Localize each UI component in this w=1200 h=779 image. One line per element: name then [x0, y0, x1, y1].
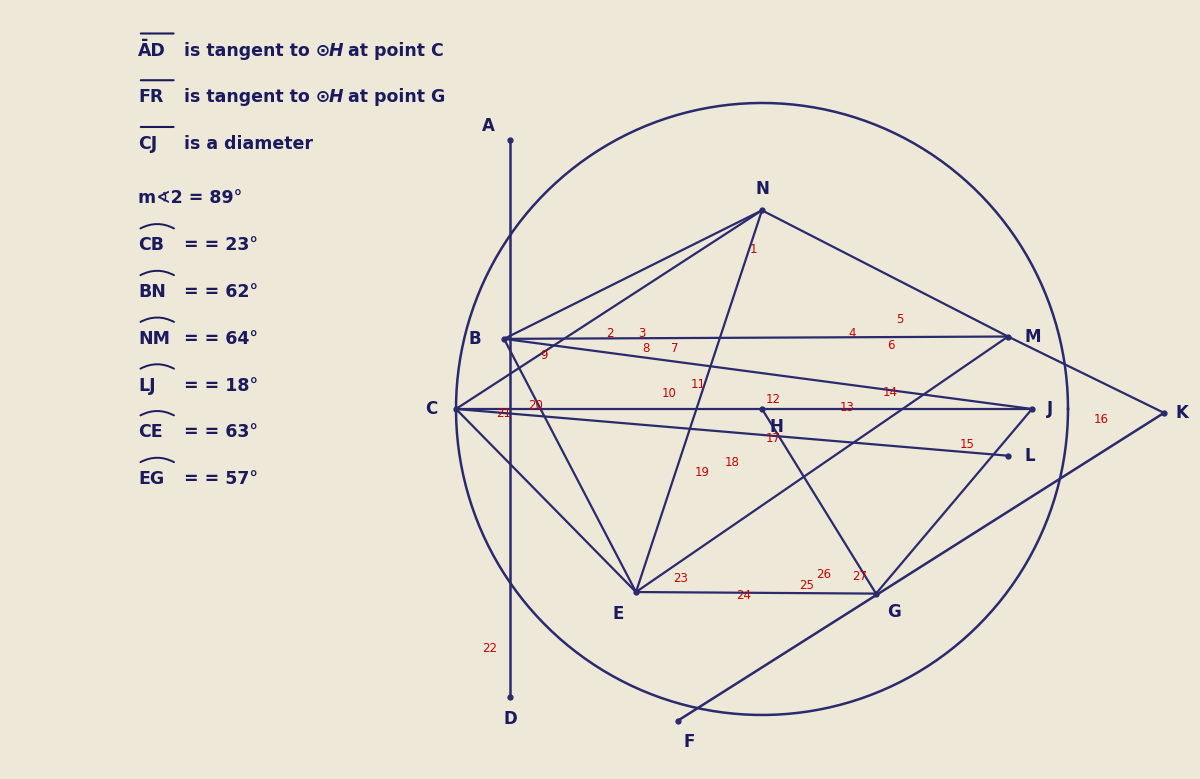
Text: CJ: CJ [138, 135, 157, 153]
Text: LJ: LJ [138, 376, 156, 395]
Text: BN: BN [138, 283, 166, 301]
Text: 2: 2 [606, 327, 613, 340]
Text: at point C: at point C [342, 41, 444, 60]
Text: 10: 10 [662, 387, 677, 400]
Text: = = 18°: = = 18° [178, 376, 258, 395]
Text: 24: 24 [737, 590, 751, 602]
Text: ĀD: ĀD [138, 41, 166, 60]
Text: 8: 8 [642, 342, 649, 354]
Text: B: B [469, 330, 481, 348]
Text: m∢2 = 89°: m∢2 = 89° [138, 189, 242, 208]
Text: = = 64°: = = 64° [178, 330, 258, 348]
Text: L: L [1025, 446, 1034, 465]
Text: E: E [612, 605, 624, 622]
Text: 7: 7 [671, 342, 678, 354]
Text: 9: 9 [540, 349, 547, 361]
Text: = = 62°: = = 62° [178, 283, 258, 301]
Text: 17: 17 [766, 432, 780, 445]
Text: A: A [482, 117, 494, 135]
Text: = = 63°: = = 63° [178, 423, 258, 442]
Text: 14: 14 [883, 386, 898, 399]
Text: 16: 16 [1094, 413, 1109, 425]
Text: 6: 6 [887, 340, 894, 352]
Text: 27: 27 [852, 570, 866, 583]
Text: C: C [425, 400, 437, 418]
Text: 4: 4 [848, 327, 856, 340]
Text: 26: 26 [816, 568, 830, 580]
Text: 19: 19 [695, 467, 709, 479]
Text: F: F [683, 733, 695, 751]
Text: is a diameter: is a diameter [178, 135, 312, 153]
Text: 11: 11 [691, 379, 706, 391]
Text: H: H [769, 418, 784, 436]
Text: 18: 18 [725, 456, 739, 469]
Text: 25: 25 [799, 580, 814, 592]
Text: FR: FR [138, 88, 163, 107]
Text: J: J [1046, 400, 1054, 418]
Text: M: M [1025, 327, 1042, 346]
Text: = = 23°: = = 23° [178, 236, 258, 255]
Text: 22: 22 [482, 642, 497, 654]
Text: 15: 15 [960, 438, 974, 450]
Text: CE: CE [138, 423, 163, 442]
Text: H: H [329, 41, 343, 60]
Text: 21: 21 [497, 407, 511, 420]
Text: H: H [329, 88, 343, 107]
Text: EG: EG [138, 470, 164, 488]
Text: = = 57°: = = 57° [178, 470, 258, 488]
Text: NM: NM [138, 330, 170, 348]
Text: is tangent to ⊙: is tangent to ⊙ [178, 41, 330, 60]
Text: 5: 5 [896, 313, 904, 326]
Text: K: K [1176, 404, 1188, 422]
Text: 12: 12 [766, 393, 780, 406]
Text: N: N [755, 180, 769, 198]
Text: CB: CB [138, 236, 164, 255]
Text: D: D [503, 710, 517, 728]
Text: 3: 3 [638, 327, 646, 340]
Text: 1: 1 [750, 243, 757, 256]
Text: 23: 23 [673, 572, 688, 584]
Text: at point G: at point G [342, 88, 445, 107]
Text: 20: 20 [528, 400, 542, 412]
Text: G: G [887, 603, 901, 621]
Text: is tangent to ⊙: is tangent to ⊙ [178, 88, 330, 107]
Text: 13: 13 [840, 401, 854, 414]
